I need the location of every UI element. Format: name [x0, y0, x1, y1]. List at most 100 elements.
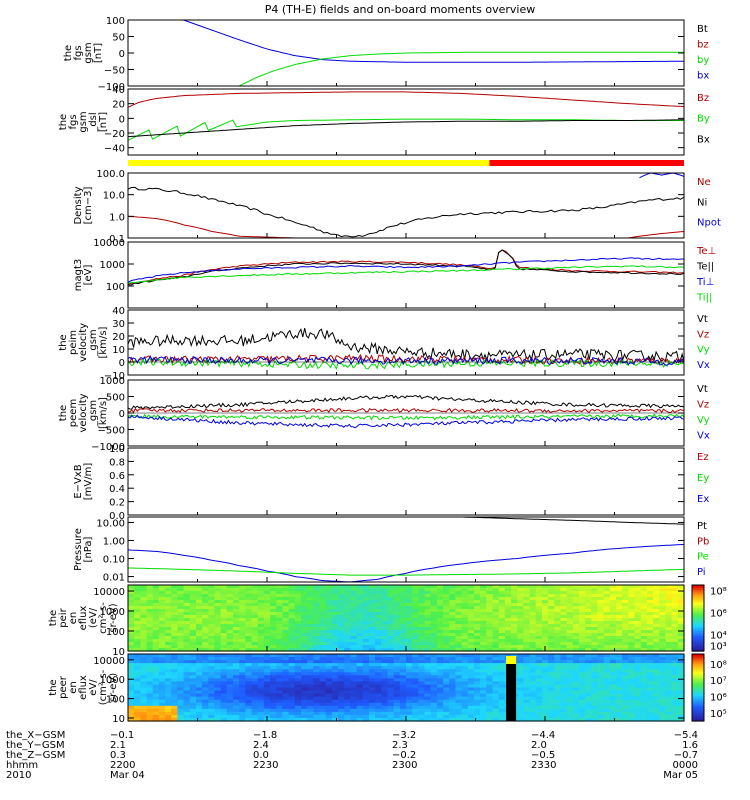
heatmap-cell: [424, 681, 432, 685]
heatmap-cell: [418, 666, 426, 670]
heatmap-cell: [541, 639, 549, 643]
heatmap-cell: [541, 672, 549, 676]
heatmap-cell: [171, 603, 178, 607]
legend-entry: Vy: [697, 345, 710, 356]
heatmap-cell: [659, 660, 667, 664]
heatmap-cell: [196, 621, 203, 625]
heatmap-cell: [486, 615, 494, 619]
heatmap-cell: [171, 591, 178, 595]
heatmap-cell: [609, 624, 617, 628]
heatmap-cell: [208, 672, 216, 676]
heatmap-cell: [677, 693, 685, 698]
heatmap-cell: [511, 597, 518, 601]
heatmap-cell: [430, 639, 438, 643]
heatmap-cell: [270, 681, 277, 685]
heatmap-cell: [134, 600, 141, 604]
heatmap-cell: [572, 678, 580, 682]
heatmap-cell: [572, 666, 580, 670]
heatmap-cell: [158, 636, 166, 640]
heatmap-cell: [640, 718, 648, 722]
heatmap-cell: [134, 705, 141, 710]
heatmap-cell: [375, 666, 382, 670]
heatmap-cell: [313, 600, 321, 604]
heatmap-cell: [165, 591, 172, 595]
heatmap-cell: [331, 597, 339, 601]
heatmap-cell: [504, 597, 512, 601]
heatmap-cell: [356, 609, 364, 613]
heatmap-cell: [616, 684, 623, 689]
heatmap-cell: [548, 702, 555, 707]
heatmap-cell: [263, 678, 271, 682]
footer-row-label: the_Y−GSM: [6, 740, 65, 751]
heatmap-cell: [665, 669, 673, 673]
heatmap-cell: [412, 681, 419, 685]
heatmap-cell: [646, 648, 654, 652]
heatmap-cell: [480, 711, 487, 716]
heatmap-cell: [653, 678, 660, 682]
heatmap-cell: [393, 663, 401, 667]
heatmap-cell: [677, 600, 685, 604]
heatmap-cell: [572, 609, 580, 613]
heatmap-cell: [208, 642, 216, 646]
heatmap-cell: [628, 591, 636, 595]
heatmap-cell: [226, 600, 234, 604]
heatmap-cell: [412, 678, 419, 682]
heatmap-cell: [603, 693, 611, 698]
heatmap-cell: [616, 678, 623, 682]
heatmap-cell: [140, 621, 148, 625]
heatmap-cell: [461, 612, 469, 616]
heatmap-cell: [430, 693, 438, 698]
heatmap-cell: [486, 663, 494, 667]
heatmap-cell: [486, 597, 494, 601]
heatmap-cell: [128, 702, 135, 707]
heatmap-cell: [646, 660, 654, 664]
heatmap-cell: [152, 597, 160, 601]
heatmap-cell: [245, 603, 253, 607]
heatmap-cell: [146, 597, 154, 601]
heatmap-cell: [226, 714, 234, 719]
heatmap-cell: [443, 705, 450, 710]
heatmap-cell: [393, 621, 401, 625]
heatmap-cell: [368, 606, 376, 610]
heatmap-cell: [671, 708, 679, 713]
heatmap-cell: [480, 678, 487, 682]
y-tick-label: 10.0: [103, 191, 125, 202]
heatmap-cell: [171, 615, 178, 619]
heatmap-cell: [245, 705, 253, 710]
heatmap-cell: [572, 639, 580, 643]
heatmap-cell: [307, 633, 314, 637]
heatmap-cell: [381, 699, 389, 704]
heatmap-cell: [609, 696, 617, 701]
heatmap-cell: [616, 654, 623, 658]
heatmap-cell: [492, 687, 500, 692]
heatmap-cell: [319, 699, 327, 704]
heatmap-cell: [480, 696, 487, 701]
heatmap-cell: [177, 705, 185, 710]
heatmap-cell: [467, 648, 475, 652]
heatmap-cell: [418, 603, 426, 607]
heatmap-cell: [634, 597, 642, 601]
heatmap-cell: [319, 648, 327, 652]
heatmap-cell: [566, 642, 574, 646]
heatmap-cell: [659, 705, 667, 710]
heatmap-cell: [171, 666, 178, 670]
heatmap-cell: [356, 597, 364, 601]
heatmap-cell: [640, 702, 648, 707]
heatmap-cell: [233, 618, 240, 622]
heatmap-cell: [418, 606, 426, 610]
heatmap-cell: [356, 633, 364, 637]
heatmap-cell: [554, 693, 562, 698]
heatmap-cell: [467, 594, 475, 598]
heatmap-cell: [622, 672, 629, 676]
heatmap-cell: [226, 718, 234, 722]
heatmap-cell: [399, 633, 407, 637]
heatmap-cell: [535, 678, 543, 682]
heatmap-cell: [263, 627, 271, 631]
heatmap-cell: [146, 639, 154, 643]
heatmap-cell: [375, 699, 382, 704]
heatmap-cell: [319, 603, 327, 607]
heatmap-cell: [579, 699, 586, 704]
heatmap-cell: [202, 603, 209, 607]
heatmap-cell: [498, 675, 506, 679]
heatmap-cell: [375, 690, 382, 695]
